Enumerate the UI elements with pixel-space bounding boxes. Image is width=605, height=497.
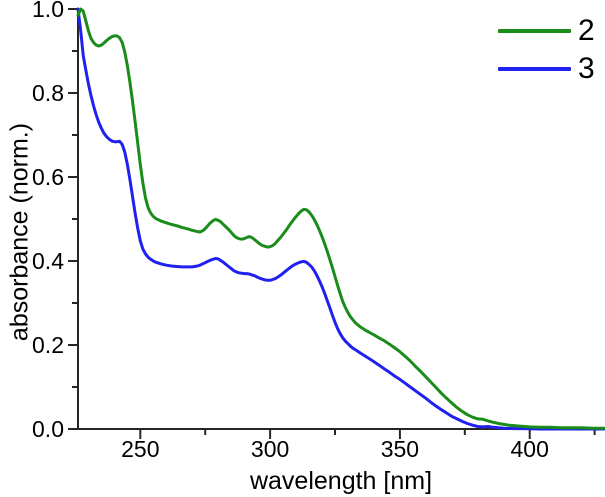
legend-item-series-2: 2 [498, 12, 595, 50]
series-2-curve [76, 7, 605, 430]
series-2-line-swatch [498, 29, 571, 33]
x-tick-label: 400 [511, 436, 549, 462]
x-tick-label: 300 [251, 436, 289, 462]
legend-item-series-3: 3 [498, 50, 595, 88]
y-tick-label: 1.0 [32, 0, 64, 22]
y-axis-label: absorbance (norm.) [5, 122, 34, 342]
x-axis-label: wavelength [nm] [249, 467, 433, 495]
legend-label-series-2: 2 [578, 14, 595, 47]
y-tick-label: 0.6 [32, 164, 64, 190]
legend: 2 3 [498, 12, 595, 88]
y-tick-label: 0.4 [32, 248, 64, 274]
y-tick-label: 0.0 [32, 416, 64, 442]
y-tick-label: 0.8 [32, 80, 64, 106]
series-3-line-swatch [498, 67, 571, 71]
x-tick-label: 350 [381, 436, 419, 462]
legend-label-series-3: 3 [578, 52, 595, 85]
x-tick-label: 250 [121, 436, 159, 462]
y-tick-label: 0.2 [32, 332, 64, 358]
series-3-curve [76, 7, 605, 431]
